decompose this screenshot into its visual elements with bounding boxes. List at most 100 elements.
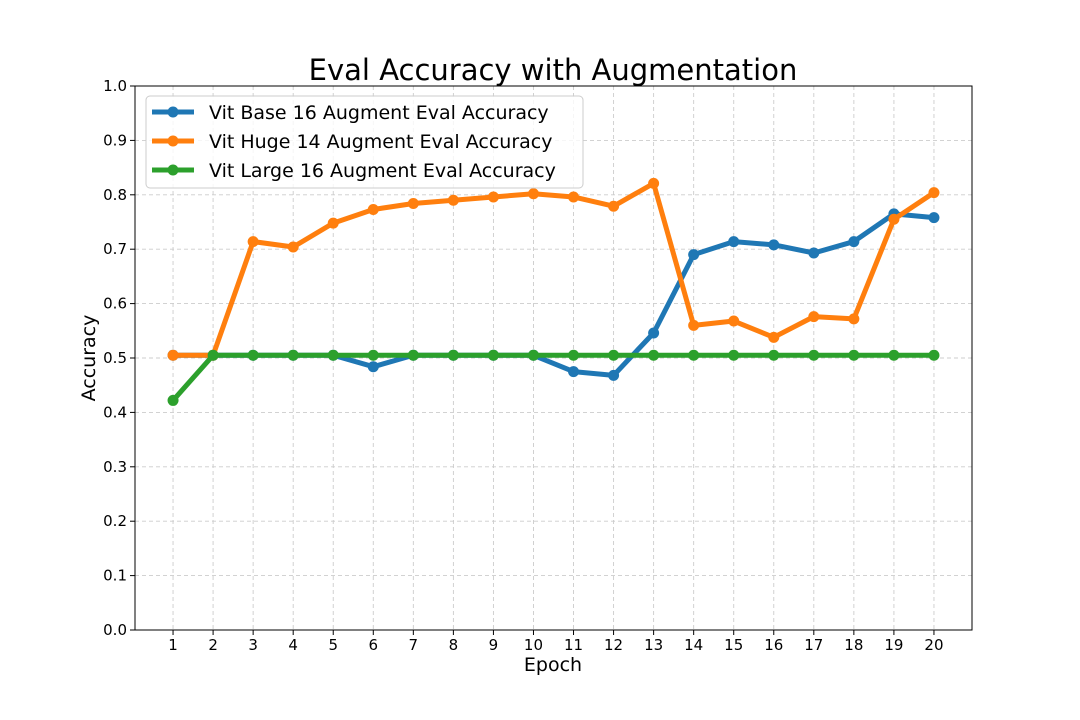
legend-label: Vit Base 16 Augment Eval Accuracy (209, 102, 549, 124)
data-point (367, 203, 379, 215)
data-point (728, 349, 740, 361)
data-point (768, 331, 780, 343)
data-point (688, 319, 700, 331)
x-tick-label: 13 (644, 636, 663, 654)
data-point (688, 349, 700, 361)
y-tick-label: 0.1 (103, 567, 127, 585)
data-point (848, 313, 860, 325)
legend-box (145, 95, 584, 189)
legend-label: Vit Large 16 Augment Eval Accuracy (209, 160, 556, 182)
data-point (327, 217, 339, 229)
data-point (527, 188, 539, 200)
data-point (487, 349, 499, 361)
y-tick-label: 0.5 (103, 349, 127, 367)
data-point (367, 361, 379, 373)
series-line (170, 211, 937, 378)
y-tick-label: 0.2 (103, 512, 127, 530)
data-point (808, 311, 820, 323)
data-point (407, 349, 419, 361)
data-point (928, 187, 940, 199)
legend-entry: Vit Huge 14 Augment Eval Accuracy (152, 131, 552, 153)
data-point (768, 239, 780, 251)
x-tick-label: 12 (604, 636, 623, 654)
x-tick-label: 10 (524, 636, 543, 654)
x-tick-label: 11 (564, 636, 583, 654)
series-line (170, 180, 937, 358)
data-point (808, 349, 820, 361)
data-point (207, 349, 219, 361)
data-point (568, 366, 580, 378)
data-point (848, 236, 860, 248)
axis-ticks: 1 2 3 4 5 6 7 8 9 10 11 12 13 14 15 16 17 18 19 200.00.10.2… (103, 77, 943, 654)
x-tick-label: 1 (168, 636, 178, 654)
data-point (367, 349, 379, 361)
data-point (247, 349, 259, 361)
data-point (648, 327, 660, 339)
data-point (688, 249, 700, 261)
legend-marker (167, 106, 179, 118)
y-tick-label: 0.0 (103, 621, 127, 639)
data-point (888, 349, 900, 361)
x-tick-label: 5 (328, 636, 338, 654)
legend-label: Vit Huge 14 Augment Eval Accuracy (209, 131, 552, 153)
y-tick-label: 0.8 (103, 186, 127, 204)
data-point (808, 247, 820, 259)
x-tick-label: 16 (764, 636, 783, 654)
data-point (608, 369, 620, 381)
data-point (287, 241, 299, 253)
data-point (728, 315, 740, 327)
x-tick-label: 6 (369, 636, 379, 654)
data-point (928, 349, 940, 361)
x-axis-label: Epoch (524, 654, 582, 676)
data-point (608, 349, 620, 361)
data-point (568, 349, 580, 361)
x-tick-label: 7 (409, 636, 419, 654)
x-tick-label: 8 (449, 636, 459, 654)
y-tick-label: 0.9 (103, 131, 127, 149)
data-point (167, 394, 179, 406)
x-tick-label: 3 (248, 636, 258, 654)
data-point (648, 349, 660, 361)
x-tick-label: 9 (489, 636, 499, 654)
data-point (247, 236, 259, 248)
data-point (768, 349, 780, 361)
y-tick-label: 0.6 (103, 295, 127, 313)
data-point (327, 349, 339, 361)
x-tick-label: 4 (288, 636, 298, 654)
data-point (527, 349, 539, 361)
y-tick-label: 1.0 (103, 77, 127, 95)
x-tick-label: 2 (208, 636, 218, 654)
y-tick-label: 0.7 (103, 240, 127, 258)
x-tick-label: 20 (924, 636, 943, 654)
x-tick-label: 19 (884, 636, 903, 654)
data-point (568, 191, 580, 203)
series-2 (167, 177, 940, 361)
legend-entry: Vit Base 16 Augment Eval Accuracy (152, 102, 549, 124)
legend-marker (167, 135, 179, 147)
series-layer (167, 177, 940, 406)
series-line (170, 352, 937, 403)
data-point (287, 349, 299, 361)
legend: Vit Base 16 Augment Eval Accuracy Vit Hug… (145, 95, 584, 189)
data-point (487, 191, 499, 203)
data-point (728, 236, 740, 248)
data-point (648, 177, 660, 189)
legend-entry: Vit Large 16 Augment Eval Accuracy (152, 160, 556, 182)
chart-title: Eval Accuracy with Augmentation (309, 53, 798, 87)
series-3 (167, 349, 940, 406)
x-tick-label: 17 (804, 636, 823, 654)
y-tick-label: 0.4 (103, 403, 127, 421)
x-tick-label: 14 (684, 636, 703, 654)
x-tick-label: 18 (844, 636, 863, 654)
data-point (407, 198, 419, 210)
data-point (888, 213, 900, 225)
data-point (447, 349, 459, 361)
data-point (167, 349, 179, 361)
data-point (848, 349, 860, 361)
y-axis-label: Accuracy (78, 315, 100, 402)
data-point (447, 194, 459, 206)
x-tick-label: 15 (724, 636, 743, 654)
data-point (608, 200, 620, 212)
y-tick-label: 0.3 (103, 458, 127, 476)
